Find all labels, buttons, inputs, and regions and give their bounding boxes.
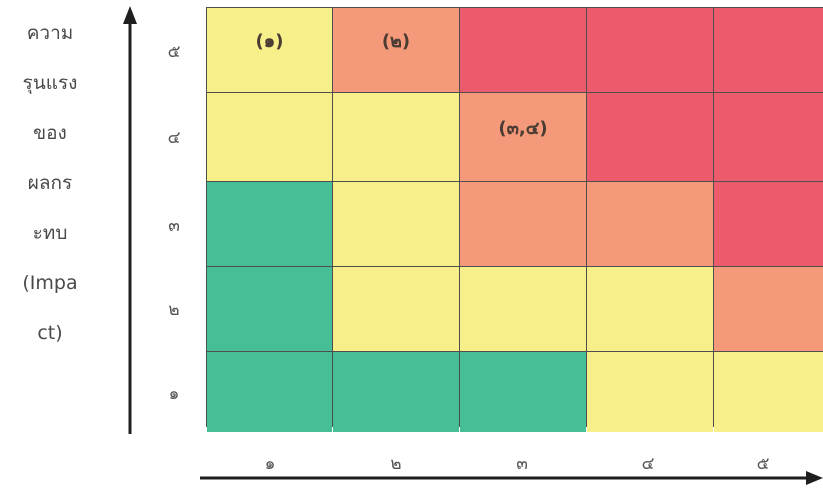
heatmap-cell — [333, 267, 459, 351]
heatmap-cell — [207, 93, 332, 181]
x-tick-label: ๑ — [264, 454, 276, 474]
y-axis-label-line: รุนแรง — [22, 72, 78, 94]
heatmap-cell — [714, 93, 823, 181]
y-axis-label-line: ของ — [33, 122, 67, 144]
y-tick-label: ๓ — [168, 216, 180, 236]
heatmap-cell — [460, 8, 586, 92]
cell-label: (๒) — [381, 30, 411, 52]
x-axis-arrowhead — [806, 471, 823, 485]
y-axis-label-line: (Impa — [22, 272, 78, 294]
heatmap-cell — [207, 267, 332, 351]
y-axis-label-line: ะทบ — [32, 222, 68, 244]
y-axis-label-line: ความ — [26, 22, 74, 44]
x-tick-label: ๓ — [516, 454, 528, 474]
risk-matrix-grid: (๑) (๒) (๓,๔) — [206, 7, 823, 432]
x-tick-label: ๕ — [756, 454, 770, 474]
x-axis-arrow — [200, 471, 823, 485]
heatmap-cell — [587, 8, 713, 92]
y-axis-label: ความ รุนแรง ของ ผลกร ะทบ (Impa ct) — [0, 8, 100, 358]
x-tick-label: ๔ — [641, 454, 655, 474]
heatmap-cell — [333, 352, 459, 432]
heatmap-cell — [714, 8, 823, 92]
y-tick-label: ๔ — [167, 128, 181, 148]
heatmap-cell — [714, 182, 823, 266]
heatmap-cell — [460, 267, 586, 351]
heatmap-cell — [587, 93, 713, 181]
heatmap-cell — [460, 182, 586, 266]
heatmap-cell — [207, 182, 332, 266]
heatmap-cell — [587, 267, 713, 351]
heatmap-cell — [714, 352, 823, 432]
cell-label: (๑) — [255, 30, 284, 52]
cell-label: (๓,๔) — [498, 117, 548, 139]
y-axis-label-line: ผลกร — [27, 172, 73, 194]
heatmap-cell — [333, 93, 459, 181]
heatmap-cell — [587, 182, 713, 266]
y-tick-label: ๕ — [167, 42, 181, 62]
heatmap-cell — [460, 352, 586, 432]
y-axis-arrow — [123, 6, 137, 434]
heatmap-cell — [333, 182, 459, 266]
y-axis-label-line: ct) — [37, 322, 63, 344]
y-axis-arrowhead — [123, 6, 137, 24]
heatmap-cell — [714, 267, 823, 351]
heatmap-cell — [587, 352, 713, 432]
heatmap-cell: (๒) — [333, 8, 459, 92]
heatmap-cell — [207, 352, 332, 432]
y-tick-label: ๒ — [168, 300, 180, 320]
x-tick-label: ๒ — [390, 454, 402, 474]
y-tick-label: ๑ — [168, 384, 180, 404]
heatmap-cell: (๑) — [207, 8, 332, 92]
heatmap-cell: (๓,๔) — [460, 93, 586, 181]
